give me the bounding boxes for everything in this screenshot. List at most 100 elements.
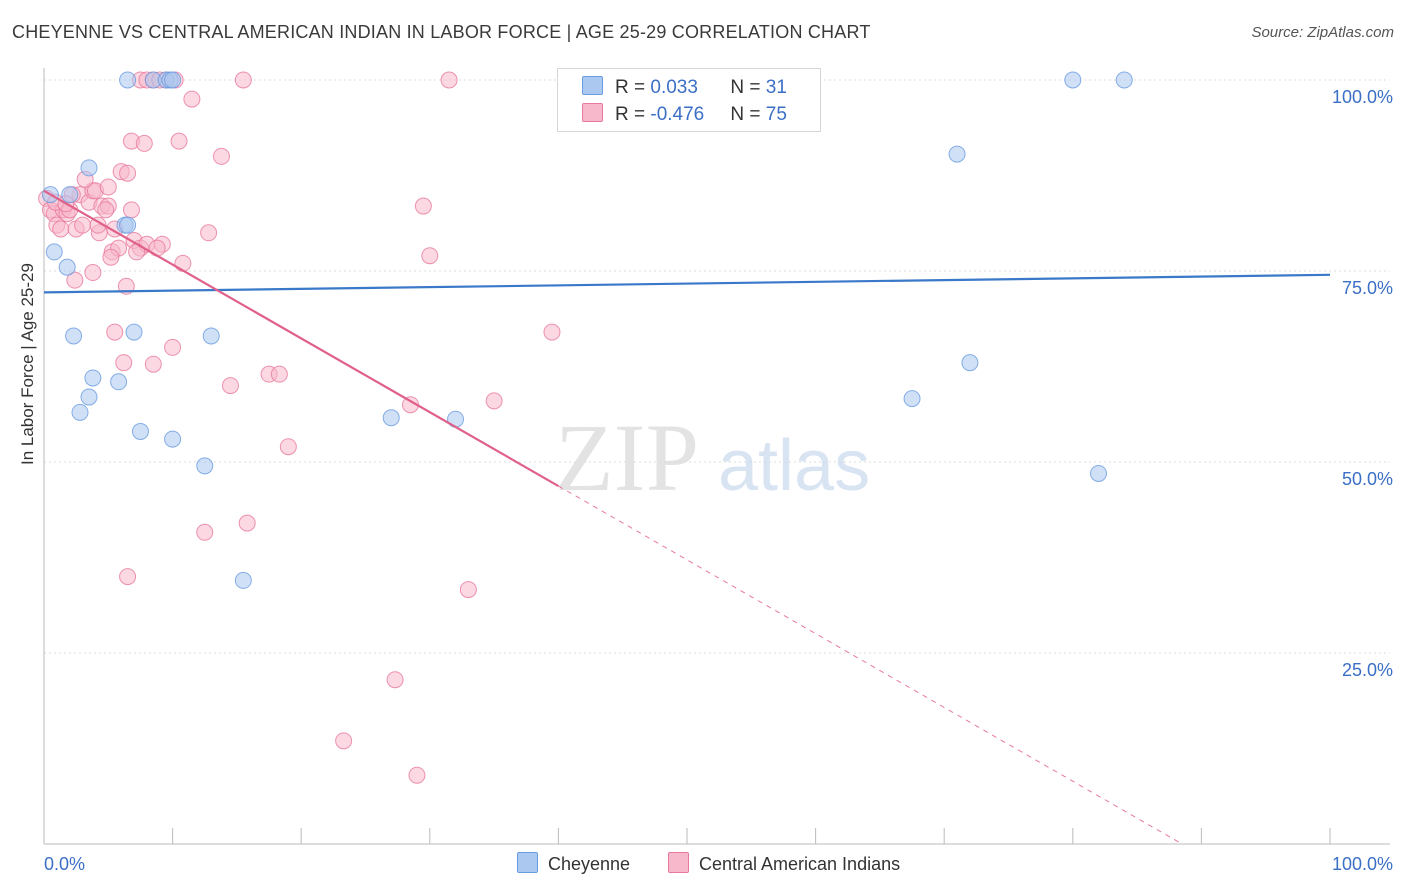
central-american-indians-point	[440, 71, 458, 89]
chart-title: CHEYENNE VS CENTRAL AMERICAN INDIAN IN L…	[12, 22, 871, 42]
cheyenne-trend-line	[43, 273, 1331, 294]
central-american-indians-point	[335, 732, 353, 750]
central-american-indians-point	[200, 224, 218, 242]
gridlines	[44, 79, 1390, 654]
central-american-indians-point	[238, 514, 256, 532]
central-american-indians-point	[421, 247, 439, 265]
cheyenne-point	[948, 145, 966, 163]
central-american-indians-point	[97, 201, 115, 219]
central-american-indians-point	[119, 568, 137, 586]
central-american-indians-point	[106, 323, 124, 341]
axes	[43, 68, 1390, 845]
bottom-legend-label: Cheyenne	[548, 854, 631, 874]
cheyenne-point	[164, 430, 182, 448]
trend-lines	[43, 189, 1331, 845]
stats-legend: R = 0.033 N = 31 R = -0.476 N = 75	[557, 68, 821, 132]
central-american-indians-point	[164, 338, 182, 356]
watermark-zip: ZIP	[555, 404, 699, 511]
bottom-legend-central-american-indians: Central American Indians	[668, 852, 900, 875]
cheyenne-point	[202, 327, 220, 345]
central-american-indians-point	[414, 197, 432, 215]
x-tick-label: 0.0%	[44, 854, 85, 874]
legend-r-label: R =	[615, 77, 651, 98]
central-american-indians-point	[74, 216, 92, 234]
cheyenne-point	[119, 216, 137, 234]
bottom-legend-swatch-central-american-indians	[668, 852, 689, 873]
cheyenne-point	[164, 71, 182, 89]
central-american-indians-trend-line	[43, 189, 559, 487]
central-american-indians-point	[174, 254, 192, 272]
bottom-legend-swatch-cheyenne	[517, 852, 538, 873]
central-american-indians-point	[234, 71, 252, 89]
central-american-indians-point	[119, 164, 137, 182]
legend-swatch-central-american-indians	[582, 103, 603, 122]
cheyenne-point	[961, 354, 979, 372]
legend-n-label: N =	[730, 104, 766, 125]
central-american-indians-point	[144, 355, 162, 373]
cheyenne-point	[1090, 464, 1108, 482]
y-tick-label: 75.0%	[1342, 278, 1393, 298]
y-tick-label: 100.0%	[1332, 87, 1393, 107]
cheyenne-point	[45, 243, 63, 261]
cheyenne-point	[71, 403, 89, 421]
source-credit: Source: ZipAtlas.com	[1251, 24, 1394, 41]
central-american-indians-point	[135, 134, 153, 152]
cheyenne-point	[1064, 71, 1082, 89]
cheyenne-point	[80, 159, 98, 177]
cheyenne-point	[119, 71, 137, 89]
cheyenne-point	[903, 390, 921, 408]
y-tick-label: 25.0%	[1342, 660, 1393, 680]
legend-r-label: R =	[615, 104, 651, 125]
central-american-indians-point	[102, 248, 120, 266]
cheyenne-point	[382, 409, 400, 427]
central-american-indians-point	[408, 766, 426, 784]
legend-swatch-cheyenne	[582, 76, 603, 95]
central-american-indians-point	[386, 671, 404, 689]
central-american-indians-point	[279, 438, 297, 456]
x-tick-label: 100.0%	[1332, 854, 1393, 874]
x-tick-labels: 0.0% 100.0%	[44, 854, 1393, 874]
central-american-indians-point	[196, 523, 214, 541]
central-american-indians-point	[183, 90, 201, 108]
y-tick-labels: 25.0% 50.0% 75.0% 100.0%	[1332, 87, 1393, 680]
central-american-indians-point	[115, 354, 133, 372]
central-american-indians-point	[543, 323, 561, 341]
legend-r-value: 0.033	[650, 77, 698, 98]
cheyenne-point	[110, 373, 128, 391]
watermark-atlas: atlas	[718, 426, 870, 506]
legend-n-label: N =	[730, 77, 766, 98]
central-american-indians-point	[99, 178, 117, 196]
central-american-indians-point	[270, 365, 288, 383]
central-american-indians-point	[212, 147, 230, 165]
bottom-legend-label: Central American Indians	[699, 854, 901, 874]
cheyenne-point	[131, 422, 149, 440]
central-american-indians-point	[459, 581, 477, 599]
data-points	[38, 71, 1133, 784]
cheyenne-point	[61, 186, 79, 204]
central-american-indians-point	[221, 377, 239, 395]
central-american-indians-point	[66, 271, 84, 289]
central-american-indians-point	[170, 132, 188, 150]
legend-n-value: 31	[765, 77, 787, 98]
y-tick-label: 50.0%	[1342, 469, 1393, 489]
legend-row-cheyenne: R = 0.033 N = 31	[582, 76, 787, 99]
legend-row-central-american-indians: R = -0.476 N = 75	[582, 103, 787, 126]
cheyenne-point	[65, 327, 83, 345]
cheyenne-point	[234, 571, 252, 589]
cheyenne-point	[1115, 71, 1133, 89]
central-american-indians-point	[485, 392, 503, 410]
cheyenne-point	[58, 258, 76, 276]
cheyenne-point	[80, 388, 98, 406]
central-american-indians-point	[122, 201, 140, 219]
cheyenne-point	[125, 323, 143, 341]
cheyenne-point	[196, 457, 214, 475]
legend-r-value: -0.476	[650, 104, 705, 125]
central-american-indians-trend-line-extension	[558, 485, 1183, 845]
central-american-indians-point	[84, 264, 102, 282]
legend-n-value: 75	[765, 104, 787, 125]
y-axis-label: In Labor Force | Age 25-29	[18, 263, 37, 465]
bottom-legend-cheyenne: Cheyenne	[517, 852, 630, 875]
central-american-indians-point	[52, 220, 70, 238]
cheyenne-point	[84, 369, 102, 387]
